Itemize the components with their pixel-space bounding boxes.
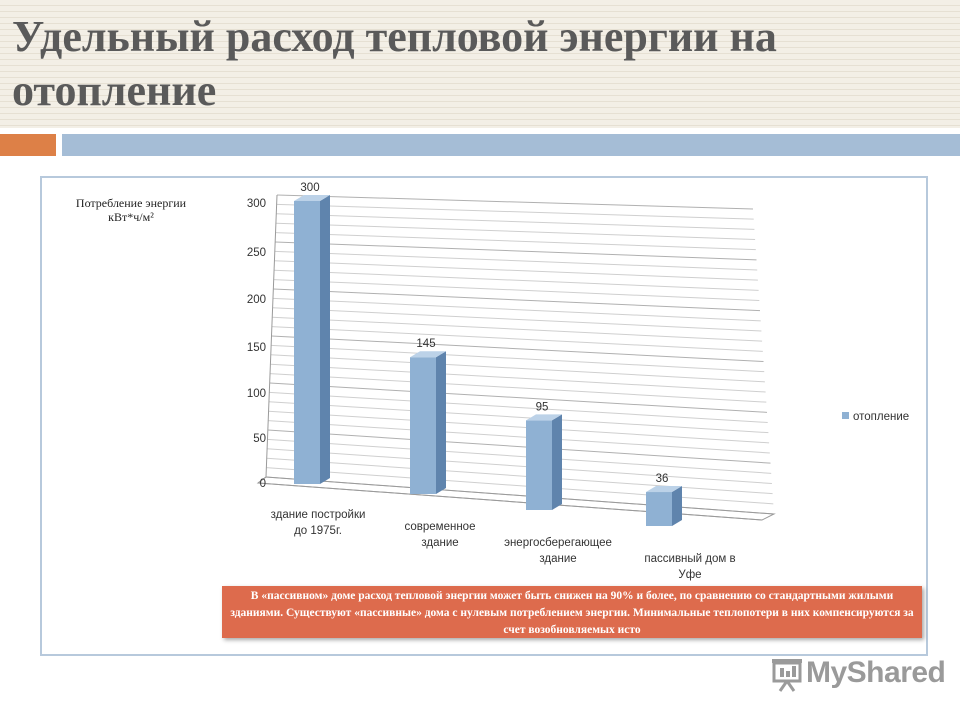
gridline — [271, 335, 764, 362]
legend-swatch — [842, 412, 849, 419]
bar-top — [526, 414, 562, 421]
y-tick-label: 100 — [247, 388, 266, 400]
gridline — [276, 213, 755, 230]
gridline — [269, 391, 768, 423]
gridline — [275, 232, 756, 251]
bar-side — [436, 351, 446, 494]
x-tick-label: современное — [405, 521, 476, 533]
gridline — [266, 467, 774, 505]
gridline — [267, 438, 772, 474]
gridline — [271, 344, 765, 373]
y-tick-label: 0 — [260, 478, 266, 490]
gridline — [274, 269, 759, 291]
presentation-board-icon — [772, 659, 802, 692]
accent-bar-orange — [0, 134, 56, 156]
bar-side — [552, 414, 562, 510]
bar — [294, 201, 320, 484]
gridline — [273, 279, 760, 301]
y-axis-line — [265, 194, 278, 478]
gridline — [276, 203, 754, 220]
y-tick-label: 200 — [247, 294, 266, 306]
gridline — [275, 222, 756, 240]
gridline — [272, 307, 762, 332]
gridline — [267, 429, 771, 464]
gridline — [276, 194, 754, 210]
chart-frame — [40, 176, 928, 656]
gridline — [270, 373, 767, 403]
title-bar: Удельный расход тепловой энергии на отоп… — [0, 0, 960, 128]
x-tick-label: здание постройки — [271, 509, 366, 521]
gridline — [268, 410, 770, 444]
slide-title: Удельный расход тепловой энергии на отоп… — [12, 12, 777, 115]
gridline — [268, 420, 770, 454]
gridline — [267, 448, 772, 484]
x-tick-label: Уфе — [678, 569, 701, 581]
gridline — [274, 260, 758, 281]
y-tick-label: 250 — [247, 247, 266, 259]
bar-side — [672, 486, 682, 526]
bar — [410, 357, 436, 494]
data-label: 300 — [300, 182, 319, 194]
data-label: 95 — [536, 401, 549, 413]
gridline — [274, 250, 758, 271]
gridline — [266, 457, 773, 495]
x-tick-label: здание — [539, 553, 576, 565]
gridline — [275, 241, 757, 261]
x-tick-label: энергосберегающее — [504, 537, 612, 549]
logo-text: MyShared — [806, 656, 946, 689]
y-axis-label: Потребление энергии кВт*ч/м² — [75, 196, 187, 224]
gridline — [273, 288, 761, 312]
gridline — [268, 401, 769, 434]
x-tick-label: здание — [421, 537, 458, 549]
legend-label: отопление — [853, 411, 909, 423]
bar-top — [646, 486, 682, 493]
x-tick-label: до 1975г. — [294, 525, 342, 537]
y-tick-label: 50 — [253, 433, 266, 445]
y-tick-label: 300 — [247, 198, 266, 210]
gridline — [272, 297, 761, 322]
bar-top — [410, 351, 446, 358]
gridline — [272, 316, 763, 342]
myshared-logo: MyShared — [770, 654, 946, 694]
data-label: 145 — [416, 338, 435, 350]
gridline — [271, 326, 763, 352]
gridline — [270, 363, 766, 393]
bar — [526, 420, 552, 510]
x-tick-label: пассивный дом в — [644, 553, 735, 565]
y-tick-label: 150 — [247, 342, 266, 354]
bar — [646, 492, 672, 526]
gridline — [269, 382, 768, 413]
bar-side — [320, 195, 330, 484]
bar-top — [294, 195, 330, 201]
gridline — [270, 354, 765, 383]
info-note: В «пассивном» доме расход тепловой энерг… — [222, 586, 922, 638]
data-label: 36 — [656, 473, 669, 485]
accent-bar-blue — [62, 134, 960, 156]
